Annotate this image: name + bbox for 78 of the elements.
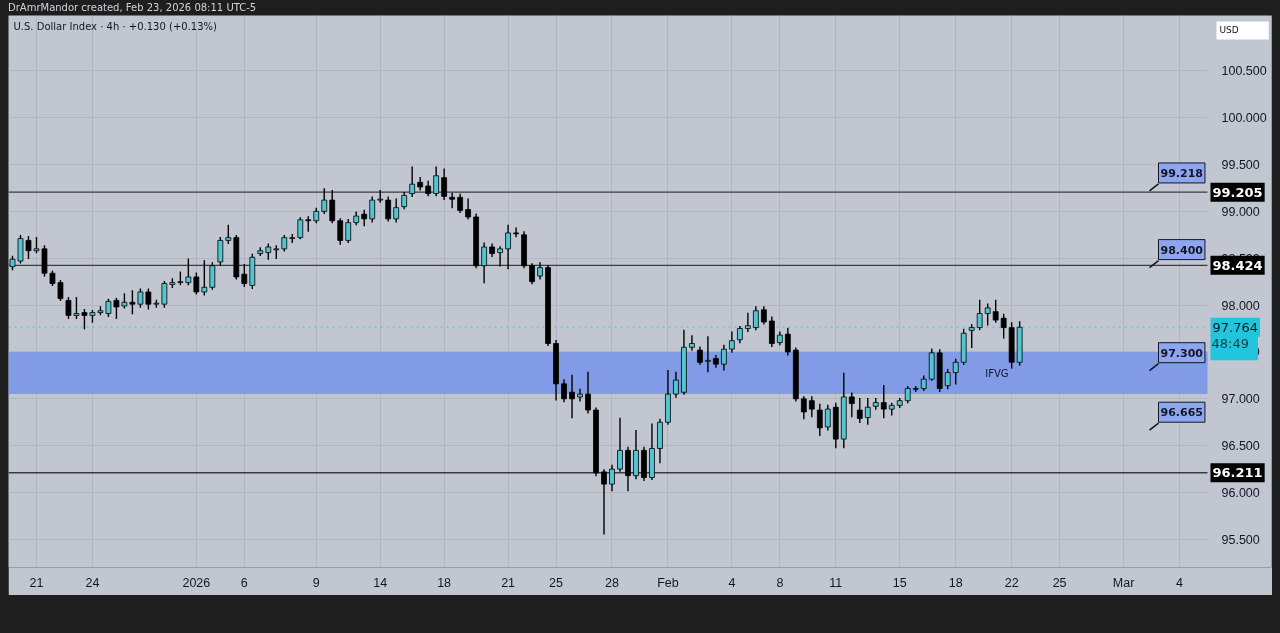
- ref-line-label: 99.205: [1212, 184, 1263, 200]
- candlestick: [944, 369, 951, 390]
- x-tick-label: 4: [728, 575, 736, 590]
- candlestick: [345, 219, 352, 243]
- candlestick: [816, 403, 823, 437]
- x-tick-label: 21: [29, 575, 44, 590]
- candlestick: [337, 218, 344, 245]
- candlestick: [976, 299, 983, 331]
- candlestick: [561, 379, 567, 403]
- candlestick: [193, 272, 200, 295]
- ref-line-label: 97.764: [1212, 319, 1258, 335]
- candlestick: [745, 312, 751, 333]
- x-tick-label: 11: [829, 575, 843, 590]
- text: 48:49: [1211, 336, 1249, 352]
- candlestick: [369, 196, 376, 223]
- x-tick-label: 6: [240, 575, 248, 590]
- candlestick: [808, 396, 815, 418]
- text: U.S. Dollar Index · 4h · +0.130 (+0.13%): [13, 20, 218, 32]
- x-tick-label: 18: [437, 575, 452, 590]
- x-tick-label: 4: [1176, 575, 1184, 590]
- x-tick-label: Feb: [657, 575, 679, 590]
- x-tick-label: 25: [1052, 575, 1067, 590]
- candlestick: [569, 374, 575, 419]
- candlestick: [689, 335, 695, 351]
- ref-line-label: 96.211: [1212, 465, 1263, 481]
- candlestick: [385, 196, 392, 222]
- candlestick: [673, 371, 679, 398]
- x-tick-label: Mar: [1112, 575, 1135, 590]
- candlestick: [585, 371, 591, 414]
- candlestick: [465, 198, 471, 220]
- candlestick: [880, 384, 887, 419]
- candlestick: [864, 398, 871, 425]
- y-tick-label: 96.500: [1221, 439, 1260, 454]
- candlestick: [848, 392, 855, 418]
- y-tick-label: 99.000: [1221, 204, 1260, 219]
- annotation: 97.300: [1160, 346, 1204, 360]
- y-axis-title: USD: [1219, 24, 1239, 35]
- x-tick-label: 22: [1004, 575, 1019, 590]
- candlestick: [768, 316, 775, 348]
- candlestick: [705, 336, 711, 373]
- x-tick-label: 2026: [182, 575, 211, 590]
- y-tick-label: 97.000: [1221, 392, 1260, 407]
- candlestick: [824, 404, 831, 431]
- y-tick-label: 99.500: [1221, 158, 1260, 173]
- candlestick: [729, 331, 735, 353]
- annotation: 99.218: [1160, 166, 1203, 180]
- y-tick-label: 95.500: [1221, 532, 1260, 547]
- x-tick-label: 15: [892, 575, 907, 590]
- x-tick-label: 25: [549, 575, 564, 590]
- annotation: 96.665: [1160, 406, 1203, 420]
- y-tick-label: 100.500: [1221, 64, 1267, 79]
- x-tick-label: 21: [501, 575, 516, 590]
- y-tick-label: 98.000: [1221, 298, 1260, 313]
- y-tick-label: 96.000: [1221, 486, 1260, 501]
- candlestick: [856, 398, 863, 423]
- x-tick-label: 14: [373, 575, 388, 590]
- candlestick: [992, 299, 999, 323]
- candlestick: [952, 358, 959, 385]
- candlestick: [1000, 313, 1007, 339]
- x-tick-label: 18: [948, 575, 963, 590]
- x-tick-label: 24: [85, 575, 100, 590]
- candlestick: [784, 327, 791, 356]
- x-tick-label: 9: [312, 575, 320, 590]
- x-tick-label: 28: [605, 575, 619, 590]
- candlestick: [753, 306, 759, 331]
- y-tick-label: 100.000: [1221, 111, 1267, 126]
- candlestick: [968, 324, 975, 348]
- text: DrAmrMandor created, Feb 23, 2026 08:11 UTC-5: [8, 1, 257, 15]
- candlestick: [513, 227, 519, 238]
- candlestick: [721, 344, 727, 371]
- x-tick-label: 8: [776, 575, 784, 590]
- ref-line-label: 98.424: [1212, 257, 1263, 273]
- candlestick: [297, 217, 304, 240]
- candlestick: [393, 198, 400, 223]
- annotation: 98.400: [1160, 243, 1204, 257]
- candlestick: [800, 396, 807, 420]
- band-label: IFVG: [985, 367, 1009, 379]
- candlestick: [984, 303, 991, 326]
